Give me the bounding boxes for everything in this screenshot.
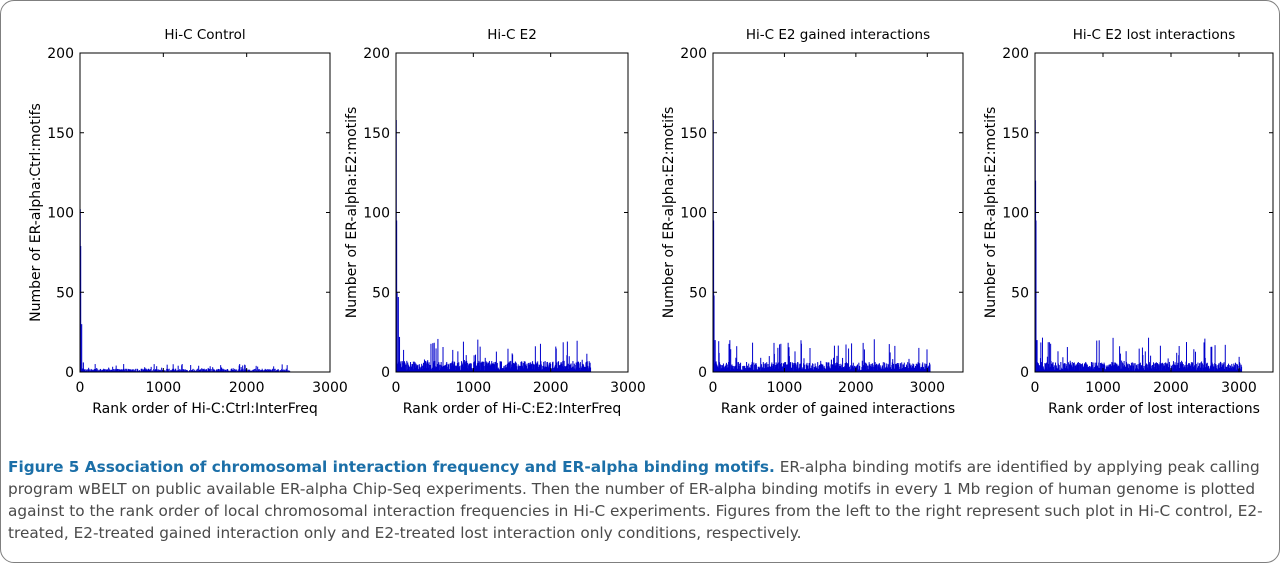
x-tick-label: 2000 bbox=[1153, 380, 1189, 396]
y-tick-label: 100 bbox=[680, 206, 707, 222]
data-series bbox=[395, 119, 592, 372]
y-axis-label: Number of ER-alpha:Ctrl:motifs bbox=[28, 103, 44, 322]
y-axis-label: Number of ER-alpha:E2:motifs bbox=[661, 107, 677, 319]
y-tick-label: 150 bbox=[680, 126, 707, 142]
y-tick-label: 0 bbox=[698, 365, 707, 381]
x-tick-label: 0 bbox=[709, 380, 718, 396]
chart-title: Hi-C E2 bbox=[487, 27, 537, 43]
y-tick-label: 50 bbox=[56, 285, 74, 301]
y-axis-label: Number of ER-alpha:E2:motifs bbox=[344, 107, 360, 319]
caption-body: ER-alpha binding motifs are identified b… bbox=[8, 458, 1263, 542]
y-tick-label: 150 bbox=[47, 126, 74, 142]
x-tick-label: 1000 bbox=[767, 380, 803, 396]
axes-box bbox=[712, 52, 964, 373]
x-tick-label: 0 bbox=[1031, 380, 1040, 396]
y-tick-label: 200 bbox=[47, 46, 74, 62]
figure-caption: Figure 5 Association of chromosomal inte… bbox=[8, 456, 1270, 544]
data-series bbox=[712, 119, 931, 372]
y-tick-label: 0 bbox=[381, 365, 390, 381]
y-tick-label: 150 bbox=[363, 126, 390, 142]
x-tick-label: 2000 bbox=[838, 380, 874, 396]
y-tick-label: 100 bbox=[47, 206, 74, 222]
x-tick-label: 3000 bbox=[312, 380, 348, 396]
y-tick-label: 50 bbox=[372, 285, 390, 301]
y-tick-label: 200 bbox=[1002, 46, 1029, 62]
y-tick-label: 0 bbox=[1020, 365, 1029, 381]
data-series bbox=[79, 209, 291, 372]
chart-title: Hi-C Control bbox=[164, 27, 245, 43]
x-tick-label: 3000 bbox=[610, 380, 646, 396]
x-tick-label: 1000 bbox=[456, 380, 492, 396]
data-series bbox=[1034, 119, 1243, 372]
x-tick-label: 3000 bbox=[909, 380, 945, 396]
x-axis-label: Rank order of Hi-C:Ctrl:InterFreq bbox=[92, 401, 318, 417]
chart-title: Hi-C E2 gained interactions bbox=[746, 27, 930, 43]
x-axis-label: Rank order of Hi-C:E2:InterFreq bbox=[403, 401, 621, 417]
axes-box bbox=[1034, 52, 1274, 373]
axes-box bbox=[79, 52, 331, 373]
y-axis-label: Number of ER-alpha:E2:motifs bbox=[983, 107, 999, 319]
x-tick-label: 0 bbox=[76, 380, 85, 396]
y-tick-label: 200 bbox=[680, 46, 707, 62]
x-tick-label: 3000 bbox=[1221, 380, 1257, 396]
x-tick-label: 1000 bbox=[146, 380, 182, 396]
x-tick-label: 0 bbox=[392, 380, 401, 396]
y-tick-label: 0 bbox=[65, 365, 74, 381]
y-tick-label: 100 bbox=[363, 206, 390, 222]
x-tick-label: 2000 bbox=[533, 380, 569, 396]
y-tick-label: 50 bbox=[689, 285, 707, 301]
y-tick-label: 100 bbox=[1002, 206, 1029, 222]
x-axis-label: Rank order of lost interactions bbox=[1048, 401, 1260, 417]
y-tick-label: 200 bbox=[363, 46, 390, 62]
x-tick-label: 2000 bbox=[229, 380, 265, 396]
chart-title: Hi-C E2 lost interactions bbox=[1073, 27, 1236, 43]
y-tick-label: 150 bbox=[1002, 126, 1029, 142]
caption-title: Figure 5 Association of chromosomal inte… bbox=[8, 458, 775, 476]
y-tick-label: 50 bbox=[1011, 285, 1029, 301]
x-tick-label: 1000 bbox=[1085, 380, 1121, 396]
axes-box bbox=[395, 52, 629, 373]
x-axis-label: Rank order of gained interactions bbox=[721, 401, 955, 417]
